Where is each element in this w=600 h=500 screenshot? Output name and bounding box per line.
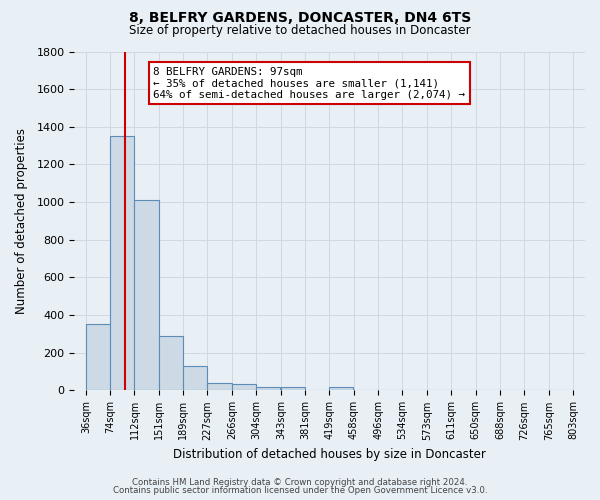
Bar <box>329 387 353 390</box>
Text: Contains HM Land Registry data © Crown copyright and database right 2024.: Contains HM Land Registry data © Crown c… <box>132 478 468 487</box>
Text: 8 BELFRY GARDENS: 97sqm
← 35% of detached houses are smaller (1,141)
64% of semi: 8 BELFRY GARDENS: 97sqm ← 35% of detache… <box>154 67 466 100</box>
Bar <box>184 366 208 390</box>
X-axis label: Distribution of detached houses by size in Doncaster: Distribution of detached houses by size … <box>173 448 486 461</box>
Y-axis label: Number of detached properties: Number of detached properties <box>15 128 28 314</box>
Bar <box>232 384 256 390</box>
Bar <box>110 136 134 390</box>
Bar <box>86 324 110 390</box>
Bar <box>208 382 232 390</box>
Bar <box>281 386 305 390</box>
Bar <box>159 336 184 390</box>
Bar <box>256 386 280 390</box>
Text: Size of property relative to detached houses in Doncaster: Size of property relative to detached ho… <box>129 24 471 37</box>
Bar <box>134 200 158 390</box>
Text: Contains public sector information licensed under the Open Government Licence v3: Contains public sector information licen… <box>113 486 487 495</box>
Text: 8, BELFRY GARDENS, DONCASTER, DN4 6TS: 8, BELFRY GARDENS, DONCASTER, DN4 6TS <box>129 11 471 25</box>
